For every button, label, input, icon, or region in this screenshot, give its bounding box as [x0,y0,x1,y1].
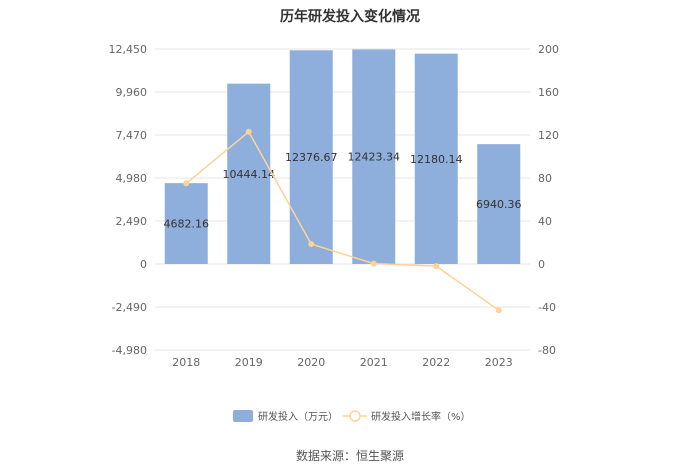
growth-line-series [183,128,502,314]
legend-line-marker [349,410,361,422]
legend: 研发投入（万元） 研发投入增长率（%） [233,410,471,423]
x-axis: 2018 2019 2020 2021 2022 2023 [172,356,513,369]
bar-data-labels: 4682.16 10444.14 12376.67 12423.34 12180.14 6… [164,151,522,231]
x-tick-label: 2019 [235,356,263,369]
left-tick-label: -2,490 [112,301,147,314]
legend-item-bar[interactable]: 研发投入（万元） [233,410,338,423]
bar-value-label: 12376.67 [285,151,338,164]
legend-bar-label: 研发投入（万元） [258,410,338,423]
right-tick-label: 160 [538,86,559,99]
right-tick-label: 80 [538,172,552,185]
chart-title: 历年研发投入变化情况 [280,8,420,25]
right-tick-label: 120 [538,129,559,142]
bar-value-label: 12180.14 [410,153,463,166]
right-tick-label: 200 [538,43,559,56]
left-y-axis: 12,450 9,960 7,470 4,980 2,490 0 -2,490 -4,980 [109,43,148,357]
bar [352,49,396,265]
gridlines [155,48,530,351]
data-source: 数据来源：恒生聚源 [296,448,404,463]
growth-point [245,128,252,135]
left-tick-label: 2,490 [116,215,148,228]
legend-line-label: 研发投入增长率（%） [371,410,471,423]
x-tick-label: 2023 [485,356,513,369]
legend-item-line[interactable]: 研发投入增长率（%） [343,410,471,423]
left-tick-label: 9,960 [116,86,148,99]
x-tick-label: 2021 [360,356,388,369]
left-tick-label: 7,470 [116,129,148,142]
bar-value-label: 6940.36 [476,198,522,211]
growth-point [308,241,315,248]
bar [227,83,271,265]
left-tick-label: 12,450 [109,43,148,56]
growth-point [433,263,440,270]
bar [477,144,521,264]
left-tick-label: -4,980 [112,344,147,357]
right-tick-label: -80 [538,344,556,357]
bar-series [164,49,521,265]
right-tick-label: 0 [538,258,545,271]
right-tick-label: -40 [538,301,556,314]
left-tick-label: 0 [140,258,147,271]
bar-value-label: 4682.16 [164,218,210,231]
bar [414,53,458,264]
right-tick-label: 40 [538,215,552,228]
bar-value-label: 12423.34 [348,151,401,164]
x-tick-label: 2018 [172,356,200,369]
bar [164,183,208,264]
bar [289,50,333,264]
x-tick-label: 2022 [422,356,450,369]
left-tick-label: 4,980 [116,172,148,185]
x-tick-label: 2020 [297,356,325,369]
growth-point [183,180,190,187]
growth-line [185,130,500,311]
bar-value-label: 10444.14 [223,168,276,181]
right-y-axis: 200 160 120 80 40 0 -40 -80 [538,43,559,357]
legend-bar-swatch [233,410,253,422]
growth-point [370,260,377,267]
growth-point [495,307,502,314]
